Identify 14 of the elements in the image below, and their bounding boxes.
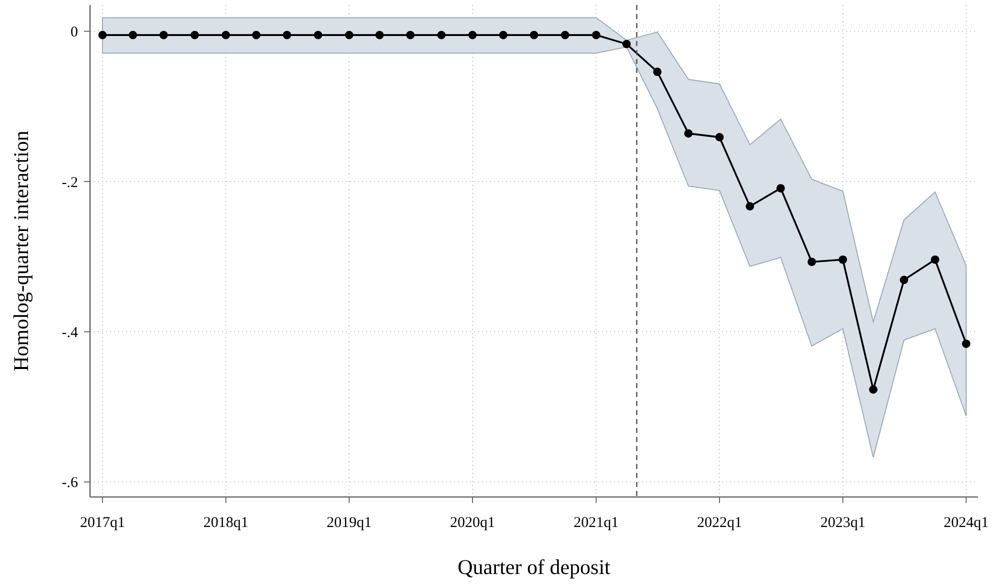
x-tick-label: 2017q1 [80,515,125,531]
y-tick-label: 0 [70,24,78,41]
x-tick-label: 2021q1 [574,515,619,531]
x-tick-label: 2019q1 [326,515,372,531]
y-axis-title: Homolog-quarter interaction [9,130,33,372]
y-tick-label: -.6 [62,475,78,492]
x-tick-label: 2022q1 [697,515,742,531]
x-axis-title: Quarter of deposit [458,555,611,579]
y-tick-label: -.2 [62,174,78,191]
y-tick-label: -.4 [62,325,78,341]
x-tick-label: 2024q1 [944,515,989,531]
x-tick-label: 2020q1 [450,515,495,531]
x-tick-label: 2023q1 [820,515,866,531]
x-tick-label: 2018q1 [203,515,248,531]
